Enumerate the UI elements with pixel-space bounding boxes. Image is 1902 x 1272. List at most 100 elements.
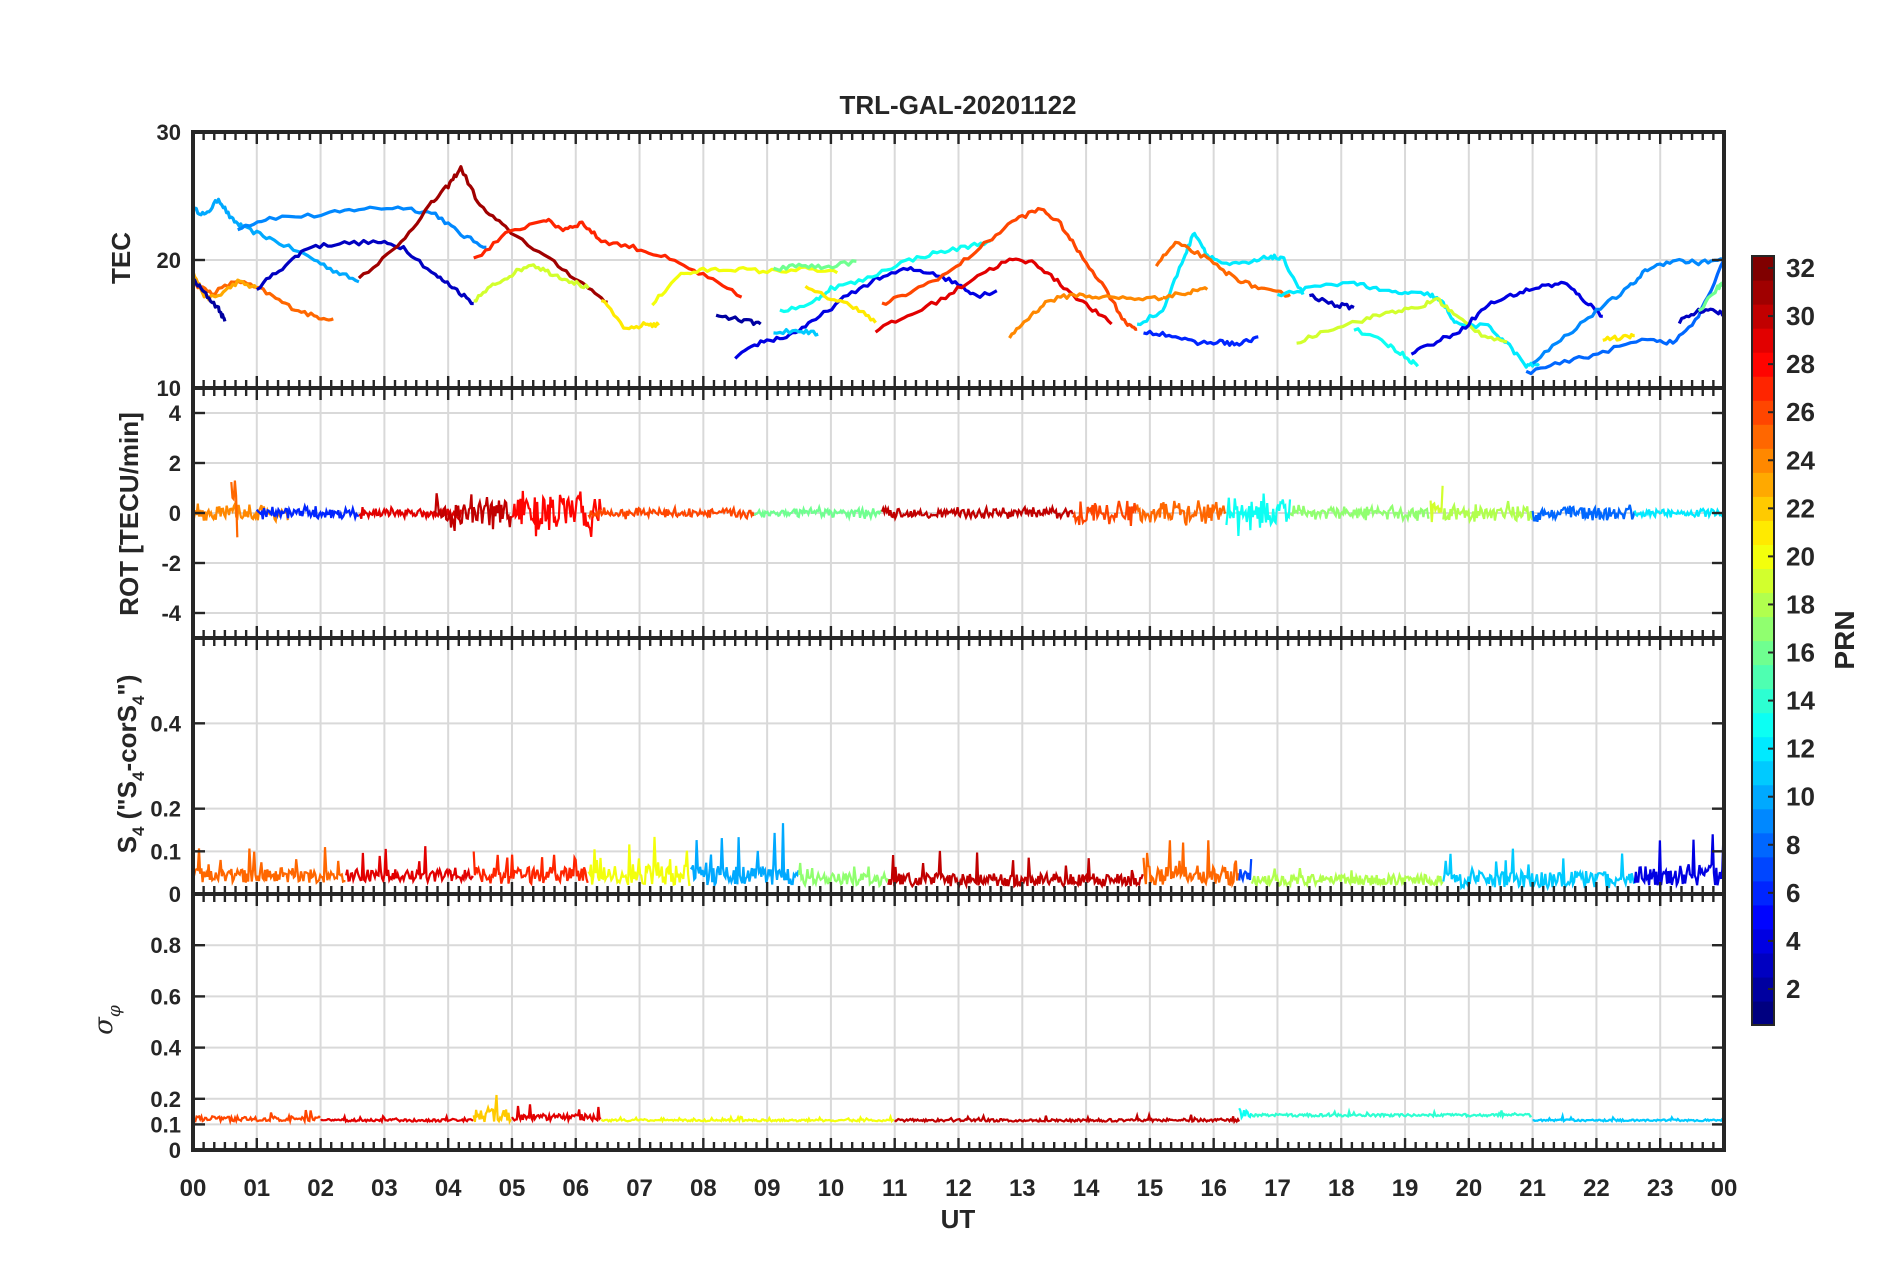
colorbar-segment [1752, 496, 1774, 521]
rot-series-trace [255, 502, 360, 522]
sigma-series-trace [1238, 1107, 1253, 1121]
colorbar-tick-label: 32 [1786, 253, 1815, 283]
y-label-tec: TEC [106, 232, 136, 284]
colorbar-tick-label: 10 [1786, 782, 1815, 812]
tec-series-line [256, 238, 474, 306]
x-tick-label: 10 [818, 1175, 845, 1202]
s4-series-trace [1142, 840, 1240, 889]
sigma-series-trace [511, 1104, 602, 1125]
tec-series-line [874, 257, 1113, 334]
tec-series-line [1296, 297, 1508, 345]
x-tick-label: 20 [1455, 1175, 1482, 1202]
x-tick-label: 09 [754, 1175, 781, 1202]
colorbar-tick-label: 12 [1786, 734, 1815, 764]
colorbar-segment [1752, 568, 1774, 594]
tec-series-line [773, 328, 819, 337]
rot-series-trace [753, 503, 883, 522]
tec-series-line [600, 299, 660, 331]
y-tick-label: 0.4 [150, 711, 181, 736]
tec-series-line [1410, 280, 1603, 356]
colorbar-segment [1752, 304, 1774, 329]
grid-layer [193, 132, 1724, 1150]
data-layer [193, 165, 1724, 1126]
colorbar-segment [1752, 976, 1774, 1002]
colorbar-segment [1752, 640, 1774, 666]
colorbar-tick-label: 26 [1786, 397, 1815, 427]
y-tick-label: 0.2 [150, 797, 181, 822]
tec-series-line [357, 165, 608, 304]
colorbar-segment [1752, 760, 1774, 786]
tec-series-line [1136, 231, 1305, 327]
y-tick-label: 0.4 [150, 1036, 181, 1061]
tec-series-line [1309, 293, 1355, 311]
colorbar-segment [1752, 520, 1774, 545]
y-tick-label: 0.6 [150, 984, 181, 1009]
x-tick-label: 07 [626, 1175, 653, 1202]
x-tick-label: 17 [1264, 1175, 1291, 1202]
rot-series-trace [1633, 506, 1724, 521]
y-tick-label: 0 [169, 1138, 181, 1163]
colorbar-segment [1752, 544, 1774, 570]
colorbar-segment [1752, 664, 1774, 690]
colorbar-tick-label: 18 [1786, 589, 1815, 619]
y-tick-label: 0.1 [150, 839, 181, 864]
colorbar-segment [1752, 808, 1774, 834]
rot-series-trace [880, 503, 1074, 522]
colorbar-tick-label: 24 [1786, 445, 1815, 475]
rot-series-trace [1442, 500, 1534, 525]
y-label-rot: ROT [TECU/min] [114, 412, 144, 616]
s4-series-trace [689, 823, 800, 890]
tec-series-line [473, 217, 743, 299]
x-tick-label: 04 [435, 1175, 462, 1202]
tec-series-line [1162, 286, 1209, 300]
x-tick-label: 05 [499, 1175, 526, 1202]
x-tick-label: 21 [1519, 1175, 1546, 1202]
x-tick-label: 12 [945, 1175, 972, 1202]
s4-series-trace [1250, 867, 1444, 889]
s4-series-trace [887, 850, 1144, 890]
x-tick-label: 08 [690, 1175, 717, 1202]
colorbar-tick-label: 8 [1786, 830, 1800, 860]
sigma-series-trace [472, 1094, 512, 1125]
colorbar-segment [1752, 688, 1774, 714]
colorbar-segment [1752, 784, 1774, 810]
y-tick-label: -2 [161, 551, 181, 576]
rot-series-trace [587, 503, 756, 521]
x-tick-label: 23 [1647, 1175, 1674, 1202]
s4-series-trace [193, 847, 346, 886]
rot-series-trace [1072, 500, 1138, 526]
tec-series-line [1602, 333, 1635, 342]
colorbar-segment [1752, 856, 1774, 882]
s4-series-trace [1238, 859, 1253, 884]
x-tick-label: 11 [882, 1175, 907, 1202]
colorbar-tick-label: 4 [1786, 926, 1801, 956]
x-tick-label: 03 [371, 1175, 398, 1202]
sigma-series-trace [1250, 1107, 1532, 1120]
rot-series-trace [434, 493, 513, 532]
x-tick-label: 14 [1073, 1175, 1100, 1202]
x-tick-label: 15 [1137, 1175, 1164, 1202]
rot-series-trace [1225, 493, 1292, 537]
colorbar-segment [1752, 352, 1774, 377]
panel-tec-data [193, 165, 1724, 376]
tec-series-line [1353, 327, 1420, 368]
colorbar-segment [1752, 448, 1774, 473]
x-tick-label: 01 [243, 1175, 270, 1202]
colorbar-tick-label: 28 [1786, 349, 1815, 379]
colorbar-segment [1752, 256, 1774, 281]
y-tick-label: 2 [169, 451, 181, 476]
sigma-series-trace [320, 1113, 474, 1125]
colorbar-tick-label: 16 [1786, 638, 1815, 668]
tec-series-line [237, 205, 487, 249]
colorbar-segment [1752, 616, 1774, 642]
colorbar-tick-label: 2 [1786, 974, 1800, 1004]
tec-series-line [1531, 257, 1724, 365]
sigma-series-trace [894, 1110, 1241, 1125]
tec-series-line [881, 206, 1138, 331]
y-tick-label: 0 [169, 501, 181, 526]
rot-series-trace [1429, 485, 1444, 523]
frame-layer [191, 130, 1726, 1152]
y-tick-label: 20 [157, 248, 181, 273]
